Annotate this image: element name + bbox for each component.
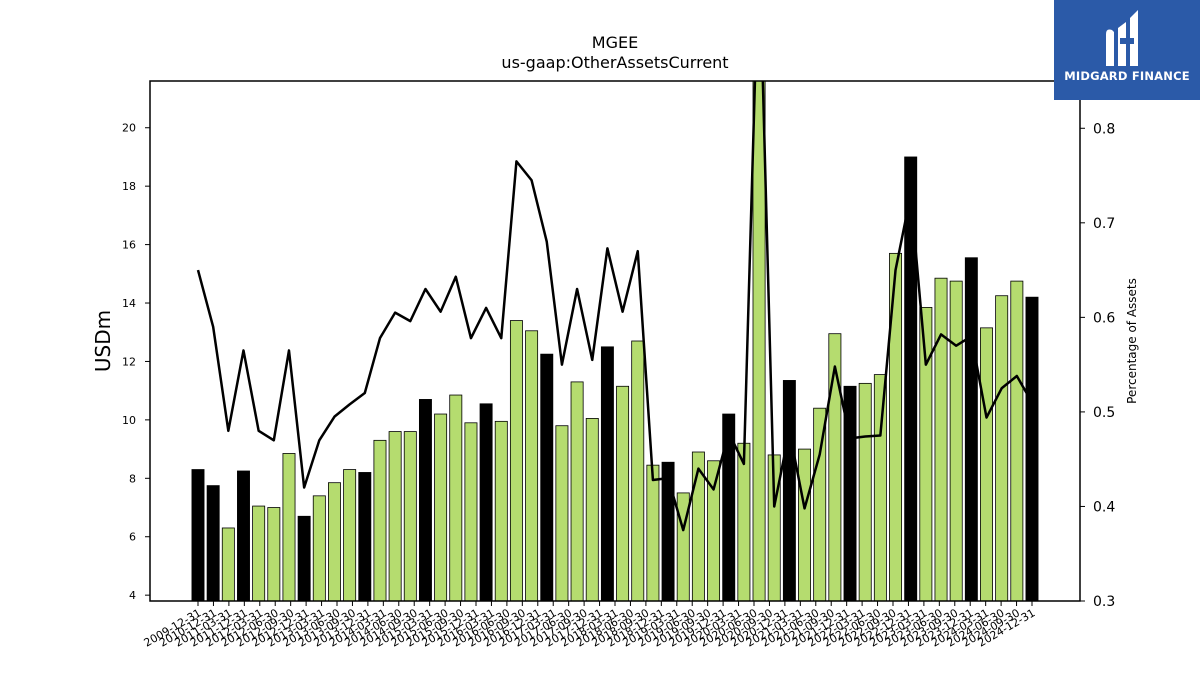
bar-group (191, 80, 1039, 602)
y2-tick-label: 0.4 (1093, 499, 1115, 515)
series-line (196, 81, 1034, 532)
y-axis-right: 0.3 0.4 0.5 0.6 0.7 0.8 (1080, 121, 1115, 610)
bar (328, 482, 341, 602)
bar (616, 385, 630, 602)
bar (980, 327, 993, 602)
bar (403, 431, 417, 602)
bar (388, 431, 402, 602)
bar (858, 382, 872, 602)
bar (752, 80, 766, 602)
y-tick-label: 8 (129, 472, 136, 485)
bar (358, 472, 372, 602)
y-tick-label: 16 (122, 239, 136, 252)
bar (373, 439, 387, 602)
bar (509, 320, 523, 602)
bar (418, 399, 432, 602)
bar (221, 527, 235, 602)
bar (252, 505, 266, 602)
bar (297, 515, 311, 602)
bar (267, 507, 281, 602)
y2-tick-label: 0.5 (1093, 405, 1115, 421)
chart-subtitle: us-gaap:OtherAssetsCurrent (501, 53, 728, 72)
bar (191, 469, 205, 602)
bar (1025, 296, 1039, 602)
bar (646, 464, 660, 602)
y-tick-label: 12 (122, 355, 136, 368)
bar (540, 353, 554, 602)
bar (343, 469, 357, 602)
y-tick-label: 10 (122, 414, 136, 427)
bar (904, 156, 918, 602)
y-tick-label: 14 (122, 297, 136, 310)
bar (737, 442, 751, 602)
bar (434, 413, 448, 602)
bar (494, 420, 508, 602)
y-tick-label: 4 (129, 589, 136, 602)
y-axis-left: 4 6 8 10 12 14 16 18 20 (122, 122, 150, 602)
bar (631, 340, 645, 602)
bar (798, 448, 812, 602)
y2-tick-label: 0.8 (1093, 121, 1115, 137)
bar (525, 330, 539, 602)
y-axis-label: USDm (91, 310, 115, 372)
chart-title: MGEE (592, 33, 638, 52)
bar (585, 418, 599, 602)
x-axis: 2009-12-312010-12-312011-03-312011-12-31… (142, 601, 1038, 650)
bar (1010, 280, 1024, 602)
bar (282, 453, 296, 602)
bar (449, 394, 463, 602)
y2-axis-label: Percentage of Assets (1125, 278, 1139, 404)
bar (555, 425, 569, 602)
line-group (196, 81, 1034, 532)
y2-tick-label: 0.6 (1093, 310, 1115, 326)
bar (873, 374, 887, 602)
bar (570, 381, 584, 602)
y-tick-label: 18 (122, 180, 136, 193)
bar (661, 461, 675, 602)
y-tick-label: 6 (129, 531, 136, 544)
bar (949, 280, 963, 602)
bar (600, 346, 614, 602)
bar (237, 470, 250, 602)
y2-tick-label: 0.3 (1093, 594, 1115, 610)
bar (464, 422, 478, 602)
bar (479, 403, 493, 602)
brand-logo: MIDGARD FINANCE (1054, 0, 1200, 100)
bar (934, 277, 948, 602)
bar (782, 380, 796, 602)
bar (964, 257, 978, 602)
midgard-logo-icon (1106, 10, 1138, 66)
bar (206, 485, 220, 602)
y-tick-label: 20 (122, 122, 136, 135)
bar (995, 295, 1009, 602)
y2-tick-label: 0.7 (1093, 216, 1115, 232)
brand-logo-text: MIDGARD FINANCE (1064, 69, 1190, 83)
bar (312, 495, 326, 602)
